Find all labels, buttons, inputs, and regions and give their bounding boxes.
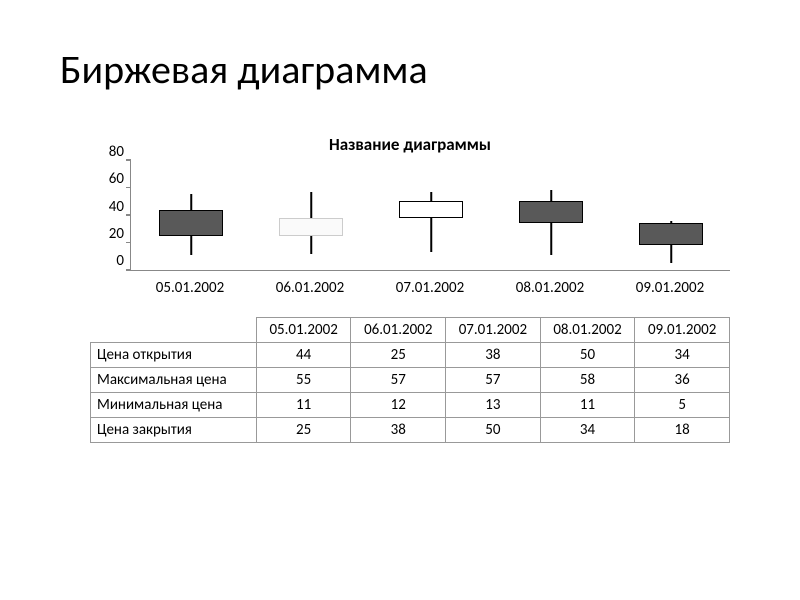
table-cell: 38 xyxy=(351,418,446,443)
data-table: 05.01.200206.01.200207.01.200208.01.2002… xyxy=(90,317,730,443)
x-tick-label: 08.01.2002 xyxy=(490,279,610,297)
plot-area xyxy=(130,161,730,271)
table-row-label: Максимальная цена xyxy=(91,368,257,393)
candle xyxy=(159,160,223,270)
table-cell: 36 xyxy=(635,368,730,393)
table-row-label: Минимальная цена xyxy=(91,393,257,418)
candle xyxy=(519,160,583,270)
table-column-header: 08.01.2002 xyxy=(540,318,635,343)
table-cell: 57 xyxy=(351,368,446,393)
table-cell: 38 xyxy=(446,343,541,368)
candle-body xyxy=(279,218,343,236)
x-tick-label: 09.01.2002 xyxy=(610,279,730,297)
table-cell: 13 xyxy=(446,393,541,418)
table-cell: 50 xyxy=(446,418,541,443)
table-cell: 18 xyxy=(635,418,730,443)
x-tick-label: 07.01.2002 xyxy=(370,279,490,297)
candle-body xyxy=(159,210,223,236)
table-cell: 34 xyxy=(635,343,730,368)
table-column-header: 05.01.2002 xyxy=(256,318,351,343)
x-axis: 05.01.200206.01.200207.01.200208.01.2002… xyxy=(130,279,730,297)
table-row: Максимальная цена5557575836 xyxy=(91,368,730,393)
y-axis: 806040200 xyxy=(90,161,130,271)
x-tick-label: 06.01.2002 xyxy=(250,279,370,297)
table-row: Минимальная цена111213115 xyxy=(91,393,730,418)
table-column-header: 06.01.2002 xyxy=(351,318,446,343)
candle xyxy=(639,160,703,270)
page-title: Биржевая диаграмма xyxy=(60,45,760,94)
table-cell: 34 xyxy=(540,418,635,443)
table-cell: 11 xyxy=(256,393,351,418)
table-row-label: Цена открытия xyxy=(91,343,257,368)
table-cell: 25 xyxy=(256,418,351,443)
candle xyxy=(399,160,463,270)
candle-body xyxy=(519,201,583,223)
table-cell: 50 xyxy=(540,343,635,368)
table-column-header: 09.01.2002 xyxy=(635,318,730,343)
candle xyxy=(279,160,343,270)
table-cell: 44 xyxy=(256,343,351,368)
candlestick-chart: Название диаграммы 806040200 05.01.20020… xyxy=(90,134,730,297)
table-cell: 58 xyxy=(540,368,635,393)
table-corner xyxy=(91,318,257,343)
candle-body xyxy=(399,201,463,218)
table-cell: 55 xyxy=(256,368,351,393)
table-cell: 57 xyxy=(446,368,541,393)
chart-title: Название диаграммы xyxy=(90,134,730,155)
table-cell: 5 xyxy=(635,393,730,418)
x-tick-label: 05.01.2002 xyxy=(130,279,250,297)
table-row-label: Цена закрытия xyxy=(91,418,257,443)
candle-body xyxy=(639,223,703,245)
table-cell: 12 xyxy=(351,393,446,418)
table-column-header: 07.01.2002 xyxy=(446,318,541,343)
table-row: Цена открытия4425385034 xyxy=(91,343,730,368)
table-cell: 11 xyxy=(540,393,635,418)
table-row: Цена закрытия2538503418 xyxy=(91,418,730,443)
table-cell: 25 xyxy=(351,343,446,368)
